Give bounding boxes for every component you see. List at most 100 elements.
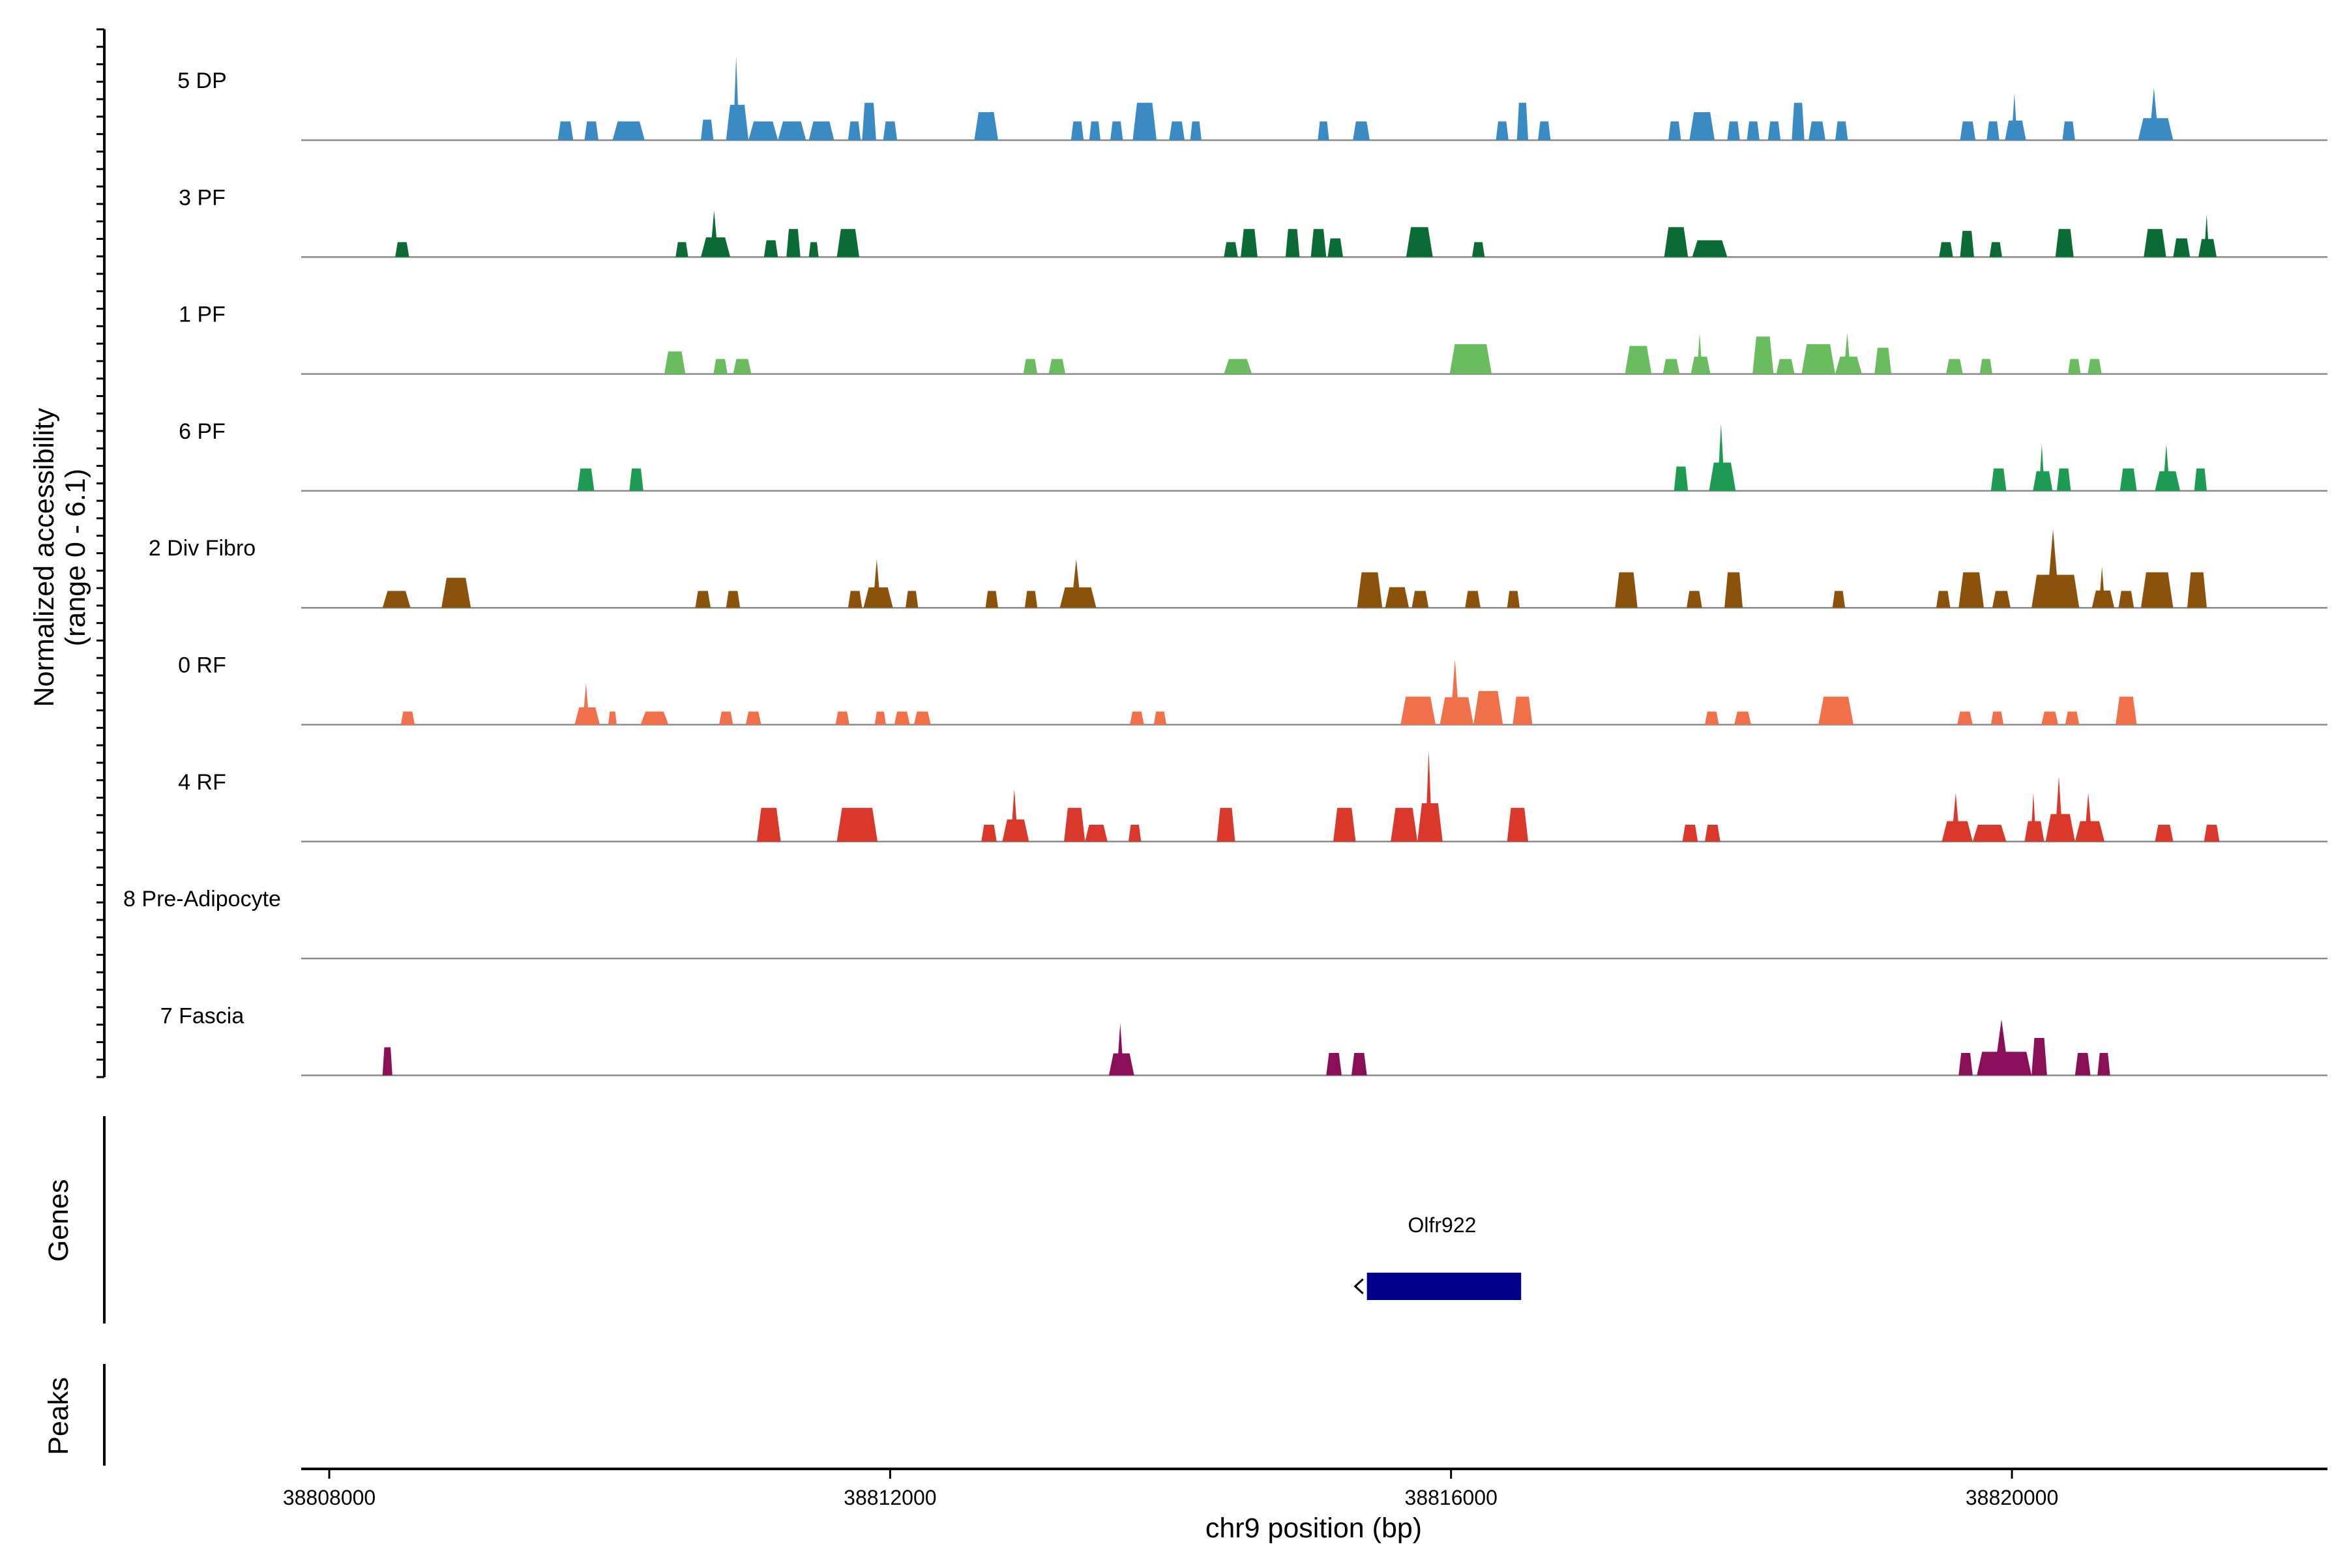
coverage-peak	[1449, 344, 1492, 374]
coverage-peak	[883, 121, 898, 140]
coverage-peak	[894, 711, 910, 725]
coverage-peak	[1002, 789, 1029, 842]
coverage-peak	[1326, 1052, 1342, 1076]
coverage-peak	[1285, 229, 1300, 258]
coverage-peak	[700, 119, 714, 140]
coverage-peak	[2118, 591, 2134, 608]
coverage-peak	[1747, 121, 1760, 140]
coverage-peak	[1351, 1052, 1367, 1076]
coverage-peak	[1958, 1052, 1973, 1076]
track-4-rf: 4 RF	[178, 750, 2327, 843]
coverage-peak	[906, 591, 919, 608]
coverage-peak	[1801, 344, 1836, 374]
coverage-peak	[608, 711, 617, 725]
coverage-peak	[874, 711, 886, 725]
coverage-peak	[1064, 808, 1085, 842]
coverage-peak	[1709, 423, 1736, 491]
track-label: 5 DP	[177, 68, 227, 93]
coverage-peak	[1692, 240, 1728, 258]
coverage-peak	[1972, 824, 2007, 842]
coverage-peak	[1391, 808, 1418, 842]
coverage-peak	[1085, 824, 1108, 842]
y-axis-label-line-2: (range 0 - 6.1)	[60, 469, 91, 646]
coverage-peak	[574, 683, 600, 725]
track-label: 2 Div Fibro	[149, 536, 256, 561]
track-label: 4 RF	[178, 770, 226, 795]
coverage-peak	[1538, 121, 1551, 140]
coverage-peak	[2194, 468, 2207, 491]
coverage-peak	[1818, 696, 1854, 725]
coverage-peak	[1687, 591, 1702, 608]
coverage-peak	[577, 468, 595, 491]
coverage-peak	[695, 591, 711, 608]
coverage-peak	[1224, 359, 1252, 374]
coverage-peak	[1516, 102, 1529, 140]
coverage-peak	[848, 591, 863, 608]
coverage-peak	[1385, 587, 1410, 608]
track-8-pre-adipocyte: 8 Pre-Adipocyte	[123, 887, 2327, 960]
coverage-peak	[835, 711, 849, 725]
coverage-peak	[1977, 1019, 2032, 1076]
x-tick-label: 38812000	[844, 1486, 936, 1509]
coverage-peak	[1024, 591, 1038, 608]
coverage-peak	[1960, 121, 1976, 140]
coverage-peak	[675, 242, 688, 258]
x-axis: 38808000 38812000 38816000 38820000	[283, 1468, 2327, 1509]
coverage-peak	[2088, 359, 2102, 374]
coverage-peak	[382, 591, 411, 608]
coverage-peak	[726, 55, 749, 140]
coverage-peak	[1411, 591, 1429, 608]
coverage-peak	[2116, 696, 2137, 725]
coverage-peak	[640, 711, 669, 725]
coverage-peak	[2033, 444, 2053, 491]
coverage-peak	[2031, 529, 2080, 608]
coverage-peak	[1705, 711, 1719, 725]
coverage-peak	[1400, 696, 1436, 725]
coverage-peak	[395, 242, 409, 258]
coverage-peak	[1989, 242, 2002, 258]
coverage-peak	[1690, 333, 1711, 374]
coverage-peak	[1089, 121, 1100, 140]
coverage-peak	[1048, 359, 1066, 374]
coverage-peak	[1689, 111, 1715, 140]
coverage-peak	[1224, 242, 1238, 258]
coverage-peak	[1190, 121, 1202, 140]
coverage-peak	[1318, 121, 1329, 140]
coverage-peak	[1986, 121, 2000, 140]
coverage-peak	[2074, 793, 2105, 842]
coverage-peak	[1327, 238, 1344, 258]
genes-label: Genes	[43, 1179, 74, 1262]
x-tick-label: 38820000	[1966, 1486, 2058, 1509]
coverage-peak	[1110, 121, 1123, 140]
track-2-div-fibro: 2 Div Fibro	[149, 529, 2327, 609]
coverage-peak	[2074, 1052, 2091, 1076]
coverage-peak	[2041, 711, 2059, 725]
coverage-tracks: 5 DP 3 PF 1 PF 6 PF 2 Div Fibro 0 RF 4 RF 8 Pre…	[123, 55, 2327, 1076]
coverage-peak	[1808, 121, 1825, 140]
coverage-peak	[1132, 102, 1157, 140]
coverage-peak	[1945, 359, 1963, 374]
coverage-peak	[1668, 121, 1681, 140]
coverage-peak	[808, 242, 819, 258]
track-label: 7 Fascia	[160, 1003, 244, 1028]
coverage-peak	[2065, 711, 2080, 725]
coverage-peak	[2055, 229, 2074, 258]
coverage-peak	[1439, 659, 1474, 725]
coverage-peak	[718, 711, 733, 725]
coverage-peak	[2062, 121, 2075, 140]
coverage-peak	[1990, 468, 2007, 491]
coverage-peak	[1241, 229, 1258, 258]
coverage-peak	[808, 121, 834, 140]
coverage-peak	[848, 121, 861, 140]
coverage-peak	[1465, 591, 1481, 608]
coverage-peak	[1130, 711, 1144, 725]
coverage-peak	[1217, 808, 1235, 842]
x-axis-label: chr9 position (bp)	[1205, 1513, 1422, 1544]
coverage-peak	[1979, 359, 1992, 374]
coverage-peak	[1957, 711, 1973, 725]
y-axis	[96, 28, 106, 1078]
coverage-peak	[2140, 572, 2174, 608]
coverage-peak	[2119, 468, 2137, 491]
coverage-peak	[1734, 711, 1751, 725]
coverage-peak	[2068, 359, 2081, 374]
